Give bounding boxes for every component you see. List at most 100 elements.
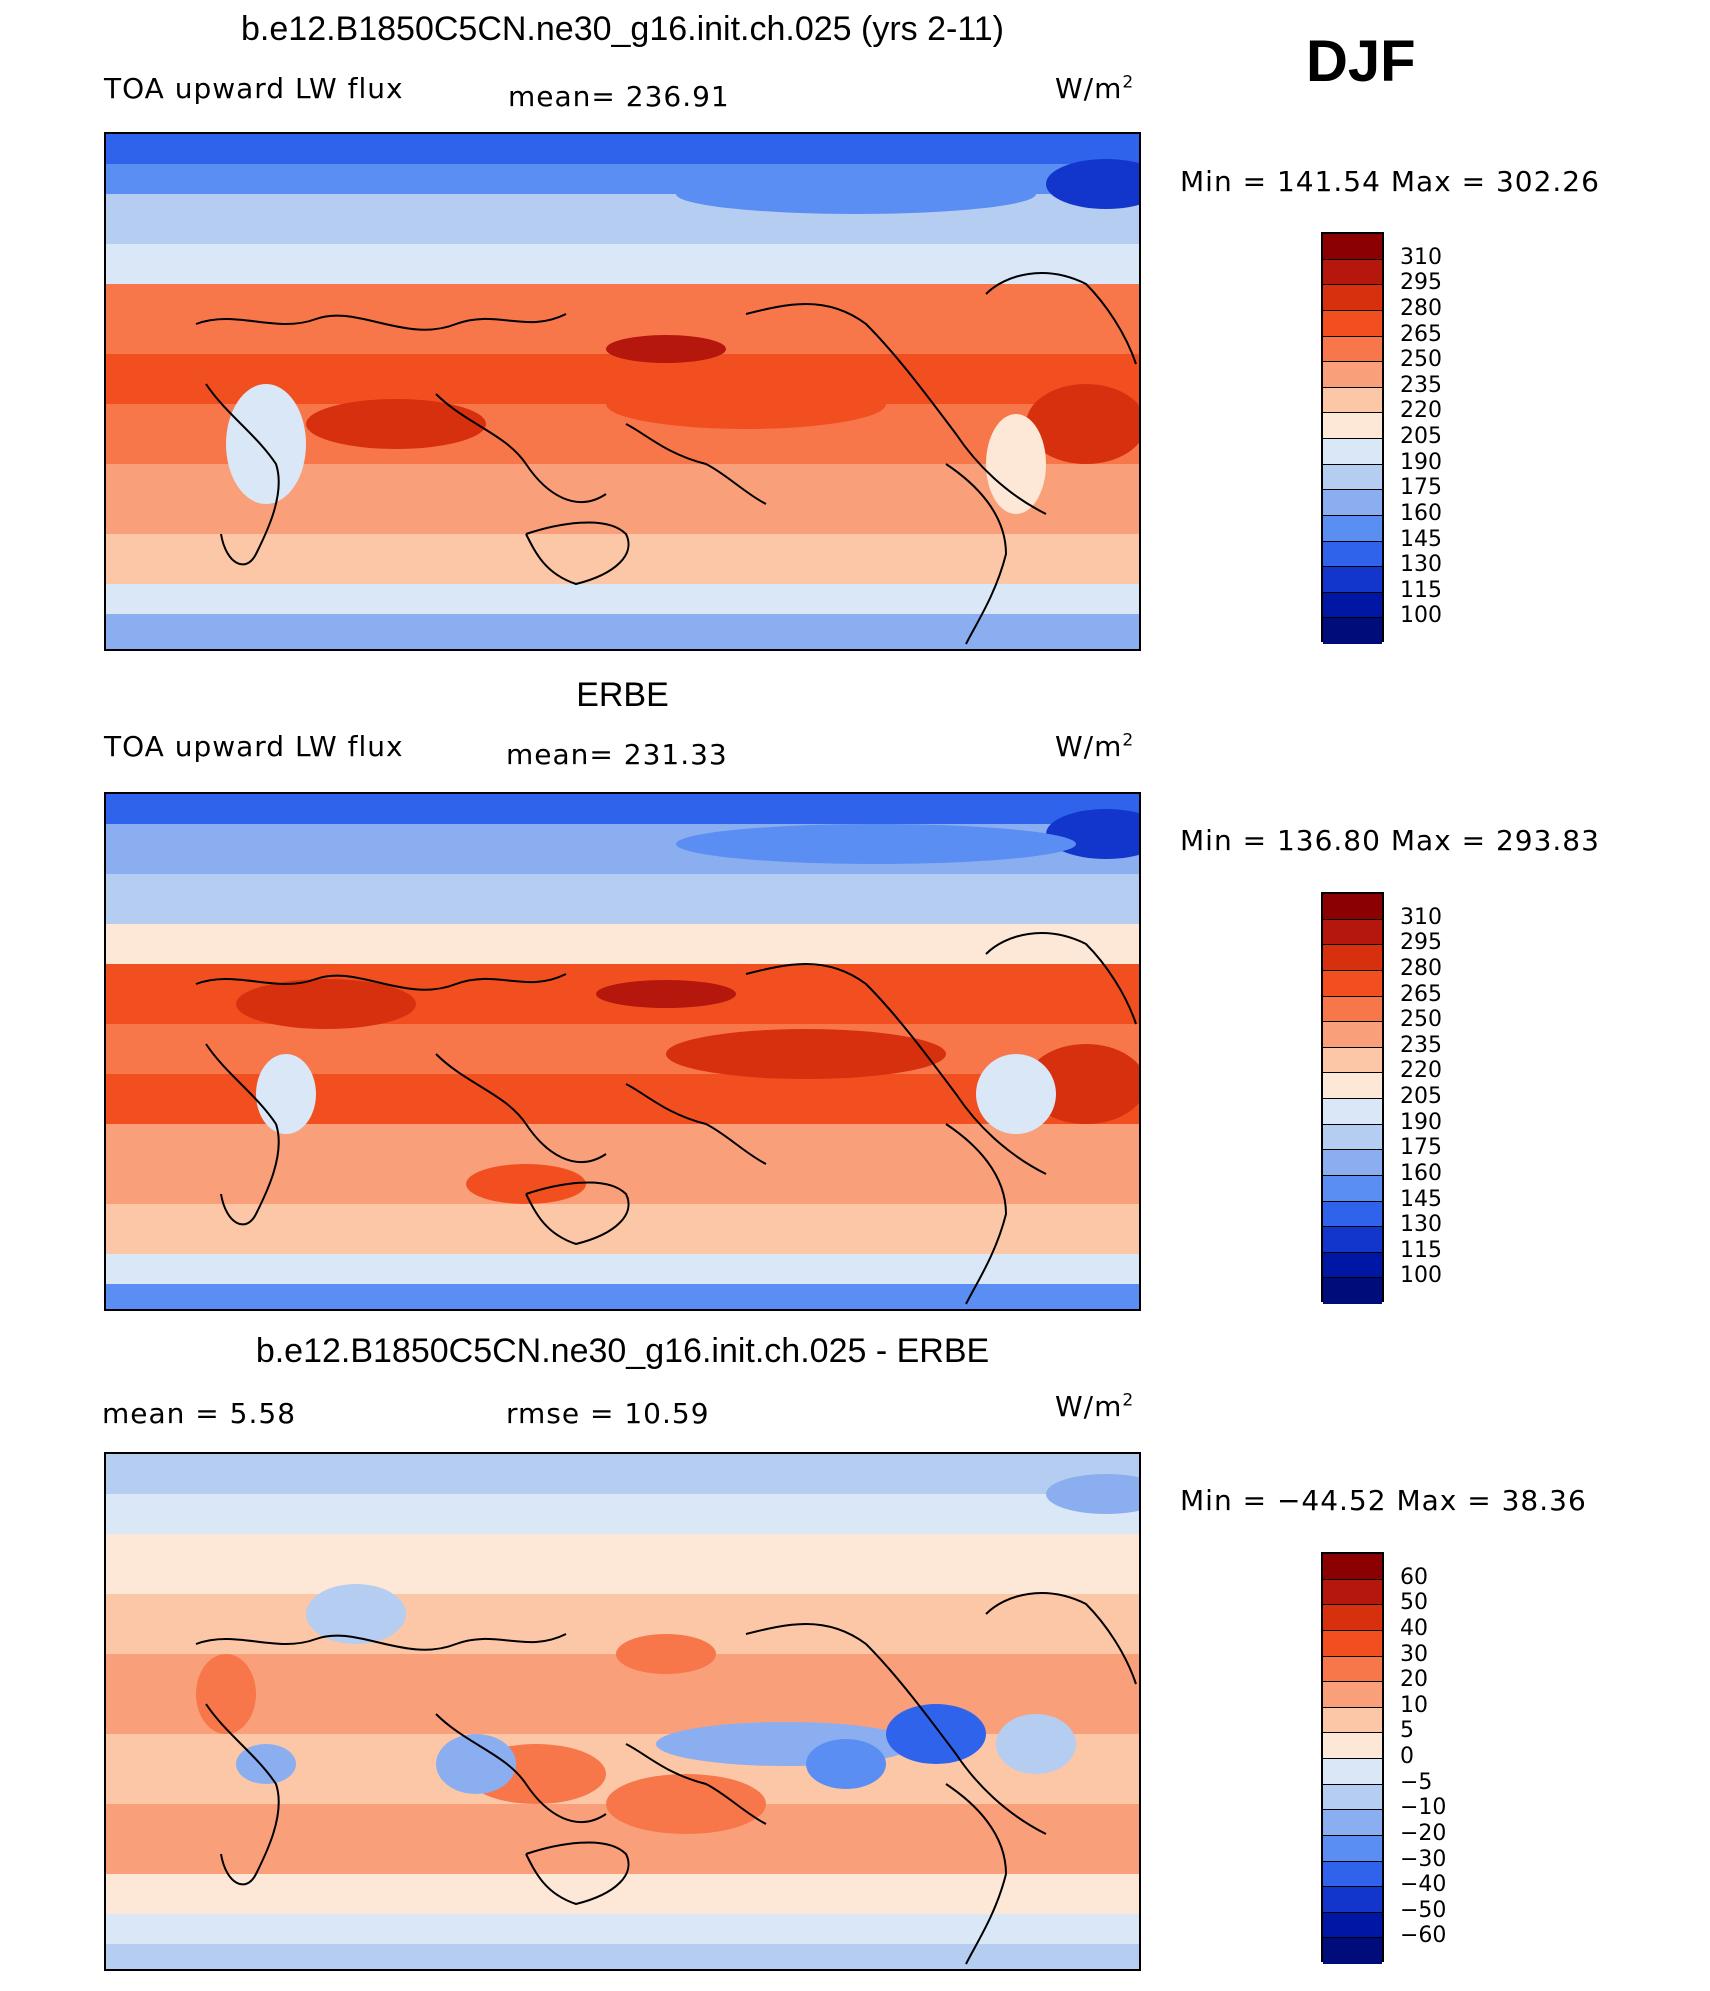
colorbar-swatch xyxy=(1323,362,1382,388)
colorbar-tick-label: −40 xyxy=(1400,1872,1447,1898)
colorbar-tick-label: 115 xyxy=(1400,1237,1442,1263)
colorbar-swatch xyxy=(1323,515,1382,542)
panel1-colorbar xyxy=(1321,232,1384,644)
colorbar-tick-label: −60 xyxy=(1400,1923,1447,1949)
colorbar-tick-label: −50 xyxy=(1400,1897,1447,1923)
colorbar-swatch xyxy=(1323,1554,1382,1580)
colorbar-swatch xyxy=(1323,336,1382,363)
colorbar-tick-label: 115 xyxy=(1400,577,1442,603)
colorbar-tick-label: 100 xyxy=(1400,603,1442,629)
colorbar-swatch xyxy=(1323,464,1382,491)
colorbar-swatch xyxy=(1323,1656,1382,1683)
colorbar-swatch xyxy=(1323,1733,1382,1759)
panel2-minmax: Min = 136.80 Max = 293.83 xyxy=(1180,824,1600,857)
colorbar-swatch xyxy=(1323,439,1382,465)
colorbar-swatch xyxy=(1323,1278,1382,1304)
colorbar-tick-label: 10 xyxy=(1400,1692,1428,1718)
colorbar-tick-label: −10 xyxy=(1400,1795,1447,1821)
colorbar-tick-label: 160 xyxy=(1400,1160,1442,1186)
colorbar-tick-label: 175 xyxy=(1400,1135,1442,1161)
colorbar-swatch xyxy=(1323,1784,1382,1811)
colorbar-tick-label: 265 xyxy=(1400,981,1442,1007)
panel3-units: W/m2 xyxy=(1055,1390,1135,1423)
season-label: DJF xyxy=(1306,29,1416,94)
panel2-colorbar xyxy=(1321,892,1384,1304)
colorbar-swatch xyxy=(1323,1810,1382,1836)
panel1-variable-label: TOA upward LW flux xyxy=(104,72,404,105)
colorbar-tick-label: 295 xyxy=(1400,270,1442,296)
colorbar-swatch xyxy=(1323,1938,1382,1964)
colorbar-tick-label: 235 xyxy=(1400,1032,1442,1058)
panel2-units: W/m2 xyxy=(1055,730,1135,763)
colorbar-tick-label: −30 xyxy=(1400,1846,1447,1872)
panel3-rmse: rmse = 10.59 xyxy=(506,1397,710,1430)
colorbar-tick-label: 310 xyxy=(1400,244,1442,270)
colorbar-swatch xyxy=(1323,996,1382,1023)
colorbar-swatch xyxy=(1323,1047,1382,1074)
colorbar-swatch xyxy=(1323,310,1382,337)
colorbar-tick-label: 295 xyxy=(1400,930,1442,956)
colorbar-swatch xyxy=(1323,1124,1382,1151)
panel3-colorbar xyxy=(1321,1552,1384,1964)
colorbar-tick-label: 130 xyxy=(1400,1212,1442,1238)
colorbar-swatch xyxy=(1323,1630,1382,1657)
colorbar-tick-label: 250 xyxy=(1400,347,1442,373)
colorbar-tick-label: 205 xyxy=(1400,1084,1442,1109)
colorbar-swatch xyxy=(1323,490,1382,516)
colorbar-swatch xyxy=(1323,1201,1382,1228)
colorbar-swatch xyxy=(1323,541,1382,568)
colorbar-tick-label: −20 xyxy=(1400,1820,1447,1846)
panel2-mean: mean= 231.33 xyxy=(506,738,728,771)
panel1-minmax: Min = 141.54 Max = 302.26 xyxy=(1180,165,1600,198)
colorbar-swatch xyxy=(1323,894,1382,920)
colorbar-tick-label: 220 xyxy=(1400,1058,1442,1084)
panel3-minmax: Min = −44.52 Max = 38.36 xyxy=(1180,1484,1587,1517)
colorbar-swatch xyxy=(1323,1835,1382,1862)
colorbar-tick-label: 250 xyxy=(1400,1007,1442,1033)
colorbar-tick-label: 280 xyxy=(1400,295,1442,321)
colorbar-tick-label: 175 xyxy=(1400,475,1442,501)
colorbar-tick-label: −5 xyxy=(1400,1769,1433,1795)
colorbar-tick-label: 30 xyxy=(1400,1641,1428,1667)
colorbar-swatch xyxy=(1323,919,1382,946)
colorbar-tick-label: 40 xyxy=(1400,1615,1428,1641)
colorbar-tick-label: 60 xyxy=(1400,1564,1428,1590)
colorbar-tick-label: 235 xyxy=(1400,372,1442,398)
panel2-map xyxy=(104,792,1141,1311)
panel1-mean: mean= 236.91 xyxy=(508,80,730,113)
colorbar-tick-label: 280 xyxy=(1400,955,1442,981)
panel3-mean: mean = 5.58 xyxy=(102,1397,297,1430)
panel3-map xyxy=(104,1452,1141,1971)
colorbar-swatch xyxy=(1323,618,1382,644)
colorbar-tick-label: 220 xyxy=(1400,398,1442,424)
panel2-variable-label: TOA upward LW flux xyxy=(104,730,404,763)
colorbar-tick-label: 20 xyxy=(1400,1667,1428,1693)
colorbar-tick-label: 130 xyxy=(1400,552,1442,578)
colorbar-swatch xyxy=(1323,1073,1382,1099)
panel3-title: b.e12.B1850C5CN.ne30_g16.init.ch.025 - E… xyxy=(255,1332,990,1370)
colorbar-swatch xyxy=(1323,945,1382,971)
colorbar-swatch xyxy=(1323,592,1382,619)
colorbar-tick-label: 160 xyxy=(1400,500,1442,526)
colorbar-swatch xyxy=(1323,1175,1382,1202)
colorbar-swatch xyxy=(1323,1579,1382,1606)
colorbar-swatch xyxy=(1323,1887,1382,1913)
colorbar-tick-label: 145 xyxy=(1400,1186,1442,1212)
colorbar-swatch xyxy=(1323,1022,1382,1048)
colorbar-swatch xyxy=(1323,1861,1382,1888)
colorbar-swatch xyxy=(1323,1759,1382,1785)
colorbar-swatch xyxy=(1323,259,1382,286)
colorbar-tick-label: 265 xyxy=(1400,321,1442,347)
colorbar-swatch xyxy=(1323,1150,1382,1176)
colorbar-tick-label: 190 xyxy=(1400,1109,1442,1135)
colorbar-tick-label: 205 xyxy=(1400,424,1442,449)
colorbar-swatch xyxy=(1323,1099,1382,1125)
colorbar-tick-label: 100 xyxy=(1400,1263,1442,1289)
colorbar-swatch xyxy=(1323,1912,1382,1939)
colorbar-swatch xyxy=(1323,1252,1382,1279)
colorbar-swatch xyxy=(1323,1682,1382,1708)
panel1-map xyxy=(104,132,1141,651)
colorbar-swatch xyxy=(1323,387,1382,414)
colorbar-swatch xyxy=(1323,1227,1382,1253)
colorbar-swatch xyxy=(1323,285,1382,311)
